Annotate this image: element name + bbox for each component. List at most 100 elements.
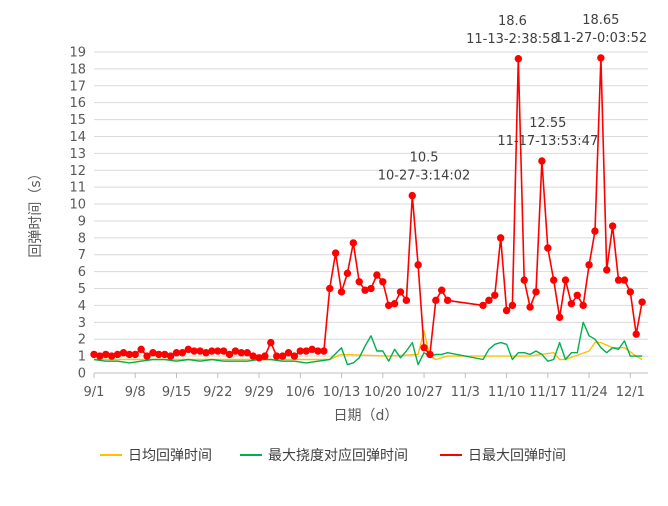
- legend-label-daily-avg: 日均回弹时间: [128, 448, 212, 464]
- data-point-daily-max: [284, 349, 293, 357]
- x-tick-label: 10/27: [405, 385, 442, 400]
- x-tick-label: 11/3: [451, 385, 480, 400]
- data-point-daily-max: [567, 300, 576, 308]
- y-tick-label: 19: [69, 46, 86, 61]
- data-point-daily-max: [438, 286, 446, 294]
- data-point-daily-max: [337, 288, 346, 296]
- data-point-daily-max: [432, 296, 440, 305]
- data-point-daily-max: [632, 330, 640, 338]
- y-tick-label: 15: [69, 113, 86, 128]
- data-point-daily-max: [638, 298, 646, 306]
- data-point-daily-max: [326, 284, 334, 293]
- x-tick-label: 11/24: [570, 385, 607, 400]
- data-point-daily-max: [479, 301, 487, 310]
- data-point-daily-max: [603, 266, 611, 274]
- data-point-daily-max: [520, 276, 528, 284]
- x-tick-label: 11/10: [488, 385, 525, 400]
- legend: 日均回弹时间 最大挠度对应回弹时间 日最大回弹时间: [100, 447, 566, 464]
- annotation-timestamp: 11-27-0:03:52: [555, 31, 648, 46]
- data-point-daily-max: [585, 261, 593, 269]
- data-point-daily-max: [508, 301, 517, 310]
- x-tick-label: 9/1: [84, 385, 105, 400]
- data-point-daily-max: [349, 239, 358, 247]
- y-tick-label: 18: [69, 62, 86, 77]
- data-point-daily-max: [390, 300, 399, 308]
- data-point-daily-max: [225, 350, 234, 359]
- data-point-daily-max: [143, 352, 151, 360]
- data-point-daily-max: [373, 271, 381, 279]
- x-tick-label: 10/20: [364, 385, 401, 400]
- x-axis-title: 日期（d）: [334, 408, 399, 424]
- data-point-daily-max: [355, 278, 363, 286]
- data-point-daily-max: [426, 350, 434, 359]
- data-point-daily-max: [131, 350, 139, 359]
- x-tick-label: 11/17: [529, 385, 566, 400]
- data-point-daily-max: [532, 288, 540, 296]
- data-point-daily-max: [396, 288, 405, 296]
- data-point-daily-max: [514, 55, 523, 63]
- x-tick-label: 12/1: [616, 385, 645, 400]
- x-tick-label: 9/15: [162, 385, 191, 400]
- data-point-daily-max: [320, 347, 328, 355]
- data-point-daily-max: [408, 191, 416, 200]
- data-point-daily-max: [555, 313, 564, 321]
- x-tick-label: 9/22: [203, 385, 232, 400]
- data-point-daily-max: [561, 276, 570, 284]
- annotation-value: 12.55: [529, 116, 566, 131]
- legend-label-max-deflection: 最大挠度对应回弹时间: [268, 447, 408, 464]
- data-point-daily-max: [343, 269, 352, 278]
- data-point-daily-max: [544, 244, 552, 252]
- data-point-daily-max: [579, 301, 587, 310]
- data-point-daily-max: [414, 261, 422, 269]
- y-tick-label: 3: [78, 316, 86, 331]
- series-lines: [90, 54, 646, 366]
- series-line-daily-avg: [94, 330, 643, 361]
- data-point-daily-max: [278, 352, 287, 360]
- data-point-daily-max: [367, 284, 375, 293]
- y-tick-label: 13: [69, 147, 86, 162]
- annotations: 10.5 10-27-3:14:02 18.6 11-13-2:38:58 12.55 1…: [378, 13, 647, 184]
- series-line-max-deflection: [93, 321, 643, 366]
- data-point-daily-max: [491, 291, 499, 299]
- x-tick-label: 9/29: [244, 385, 273, 400]
- data-point-daily-max: [331, 249, 340, 257]
- y-tick-label: 14: [69, 130, 86, 145]
- data-point-daily-max: [526, 303, 534, 311]
- data-point-daily-max: [261, 352, 269, 360]
- data-point-daily-max: [267, 338, 275, 347]
- data-point-daily-max: [597, 54, 605, 62]
- y-tick-label: 8: [78, 231, 86, 246]
- data-point-daily-max: [178, 349, 187, 357]
- annotation-value: 18.65: [582, 13, 619, 28]
- y-tick-label: 6: [78, 265, 86, 280]
- data-point-daily-max: [485, 296, 493, 305]
- data-point-daily-max: [573, 291, 581, 299]
- y-tick-label: 9: [78, 214, 86, 229]
- legend-label-daily-max: 日最大回弹时间: [468, 448, 566, 464]
- x-tick-label: 9/8: [125, 385, 146, 400]
- y-tick-label: 12: [69, 164, 86, 179]
- y-tick-label: 7: [78, 248, 86, 263]
- annotation-value: 10.5: [410, 151, 439, 166]
- data-point-daily-max: [496, 234, 505, 242]
- grid-lines: [94, 51, 648, 357]
- data-point-daily-max: [502, 306, 511, 315]
- annotation-value: 18.6: [498, 14, 527, 29]
- data-point-daily-max: [137, 345, 145, 354]
- y-tick-label: 11: [69, 181, 86, 196]
- data-point-daily-max: [591, 227, 599, 235]
- data-point-daily-max: [538, 157, 546, 165]
- data-point-daily-max: [626, 288, 635, 296]
- y-tick-label: 0: [78, 367, 86, 382]
- annotation-timestamp: 11-17-13:53:47: [497, 134, 598, 149]
- data-point-daily-max: [402, 296, 411, 305]
- annotation-timestamp: 10-27-3:14:02: [378, 169, 471, 184]
- y-tick-label: 4: [78, 299, 86, 314]
- x-tick-label: 10/6: [286, 385, 315, 400]
- y-tick-label: 16: [69, 96, 86, 111]
- data-point-daily-max: [166, 352, 175, 360]
- x-tick-label: 10/13: [323, 385, 360, 400]
